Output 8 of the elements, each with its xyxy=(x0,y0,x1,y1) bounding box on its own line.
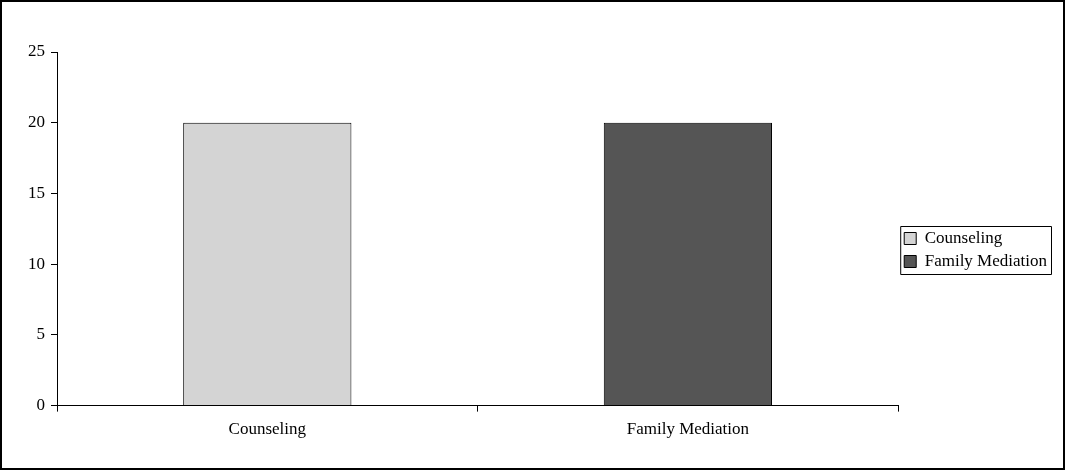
y-tick-label: 20 xyxy=(28,112,45,132)
legend-label: Counseling xyxy=(924,227,1003,247)
legend-label: Family Mediation xyxy=(924,250,1048,270)
y-tick-label: 5 xyxy=(36,324,45,344)
y-tick-label: 25 xyxy=(28,41,45,61)
y-tick-label: 0 xyxy=(36,395,45,415)
y-tick-label: 10 xyxy=(28,253,45,273)
y-tick-label: 15 xyxy=(28,182,45,202)
